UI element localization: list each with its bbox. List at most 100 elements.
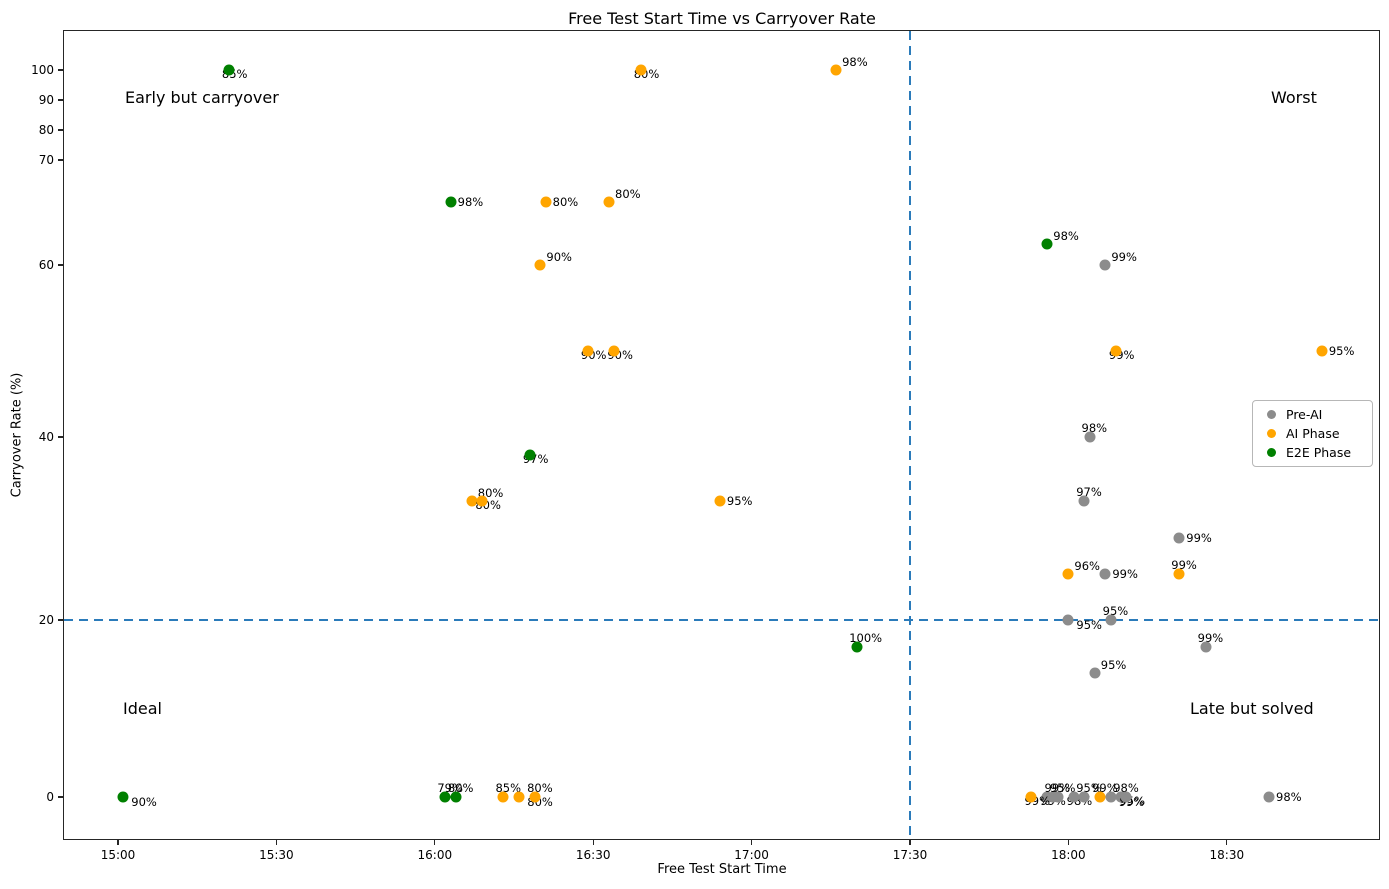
point-label: 90% xyxy=(131,795,157,809)
quadrant-label-worst: Worst xyxy=(1271,88,1317,107)
data-point xyxy=(476,495,488,507)
data-point xyxy=(603,196,615,208)
x-tick-mark xyxy=(434,840,436,845)
y-tick-label: 90 xyxy=(38,93,54,107)
point-label: 98% xyxy=(842,55,868,69)
y-tick-label: 0 xyxy=(46,790,54,804)
y-tick-label: 40 xyxy=(38,430,54,444)
quadrant-label-early-but-carryover: Early but carryover xyxy=(125,88,279,107)
data-point xyxy=(1105,791,1117,803)
data-point xyxy=(1094,791,1106,803)
y-tick-mark xyxy=(58,99,63,101)
point-label: 80% xyxy=(615,187,641,201)
data-point xyxy=(1078,495,1090,507)
data-point xyxy=(1062,614,1074,626)
data-point xyxy=(1263,791,1275,803)
x-axis-label: Free Test Start Time xyxy=(657,862,787,877)
data-point xyxy=(524,449,536,461)
data-point xyxy=(450,791,462,803)
legend-label: Pre-AI xyxy=(1286,407,1323,422)
legend-item: Pre-AI xyxy=(1253,407,1372,422)
x-tick-mark xyxy=(592,840,594,845)
x-tick-label: 16:00 xyxy=(417,848,453,862)
y-tick-mark xyxy=(58,796,63,798)
point-label: 98% xyxy=(457,195,484,209)
point-label: 95% xyxy=(726,494,753,509)
y-tick-mark xyxy=(58,436,63,438)
plot-area xyxy=(63,30,1380,840)
point-label: 95% xyxy=(1076,618,1102,632)
data-point xyxy=(1105,614,1117,626)
x-tick-mark xyxy=(275,840,277,845)
point-label: 99% xyxy=(1186,530,1212,545)
y-tick-mark xyxy=(58,69,63,71)
data-point xyxy=(1173,568,1185,580)
x-tick-label: 17:30 xyxy=(892,848,928,862)
data-point xyxy=(445,196,457,208)
data-point xyxy=(1041,238,1053,250)
data-point xyxy=(1120,791,1132,803)
legend: Pre-AI AI Phase E2E Phase xyxy=(1252,400,1373,467)
data-point xyxy=(497,791,509,803)
data-point xyxy=(851,641,863,653)
point-label: 99% xyxy=(1112,567,1138,582)
legend-marker-dot xyxy=(1267,448,1276,457)
y-tick-label: 100 xyxy=(31,63,54,77)
legend-marker-dot xyxy=(1267,429,1276,438)
data-point xyxy=(608,345,620,357)
x-tick-mark xyxy=(751,840,753,845)
data-point xyxy=(582,345,594,357)
y-axis-label: Carryover Rate (%) xyxy=(9,372,25,498)
y-tick-label: 70 xyxy=(38,153,54,167)
data-point xyxy=(1084,431,1096,443)
x-tick-mark xyxy=(1226,840,1228,845)
point-label: 90% xyxy=(546,250,572,264)
x-tick-label: 15:00 xyxy=(100,848,136,862)
x-tick-mark xyxy=(909,840,911,845)
data-point xyxy=(1062,568,1074,580)
data-point xyxy=(223,64,235,76)
point-label: 96% xyxy=(1074,559,1100,574)
data-point xyxy=(635,64,647,76)
legend-item: E2E Phase xyxy=(1253,445,1372,460)
legend-label: E2E Phase xyxy=(1286,445,1352,460)
data-point xyxy=(1110,345,1122,357)
data-point xyxy=(1173,532,1185,544)
x-tick-mark xyxy=(117,840,119,845)
horizontal-threshold-line xyxy=(64,619,1379,621)
data-point xyxy=(534,259,546,271)
data-point xyxy=(1316,345,1328,357)
legend-label: AI Phase xyxy=(1286,426,1340,441)
legend-item: AI Phase xyxy=(1253,426,1372,441)
point-label: 95% xyxy=(1328,344,1355,358)
data-point xyxy=(513,791,525,803)
x-tick-label: 15:30 xyxy=(259,848,294,862)
data-point xyxy=(830,64,842,76)
y-tick-label: 80 xyxy=(38,123,54,137)
point-label: 95% xyxy=(1100,658,1127,673)
x-tick-label: 17:00 xyxy=(734,848,769,862)
data-point xyxy=(1089,667,1101,679)
y-tick-mark xyxy=(58,619,63,621)
point-label: 80% xyxy=(552,195,579,209)
y-tick-mark xyxy=(58,264,63,266)
y-tick-label: 20 xyxy=(38,613,54,627)
point-label: 98% xyxy=(1053,229,1079,243)
legend-marker-dot xyxy=(1267,410,1276,419)
point-label: 99% xyxy=(1111,250,1137,264)
point-label: 98% xyxy=(1276,790,1302,804)
data-point xyxy=(714,495,726,507)
data-point xyxy=(1052,791,1064,803)
chart-title: Free Test Start Time vs Carryover Rate xyxy=(568,9,876,28)
y-tick-label: 60 xyxy=(38,258,54,272)
data-point xyxy=(1068,791,1080,803)
x-tick-mark xyxy=(1067,840,1069,845)
data-point xyxy=(1200,641,1212,653)
data-point xyxy=(466,495,478,507)
data-point xyxy=(1078,791,1090,803)
x-tick-label: 18:00 xyxy=(1051,848,1086,862)
vertical-threshold-line xyxy=(909,31,911,839)
data-point xyxy=(1025,791,1037,803)
x-tick-label: 16:30 xyxy=(575,848,611,862)
